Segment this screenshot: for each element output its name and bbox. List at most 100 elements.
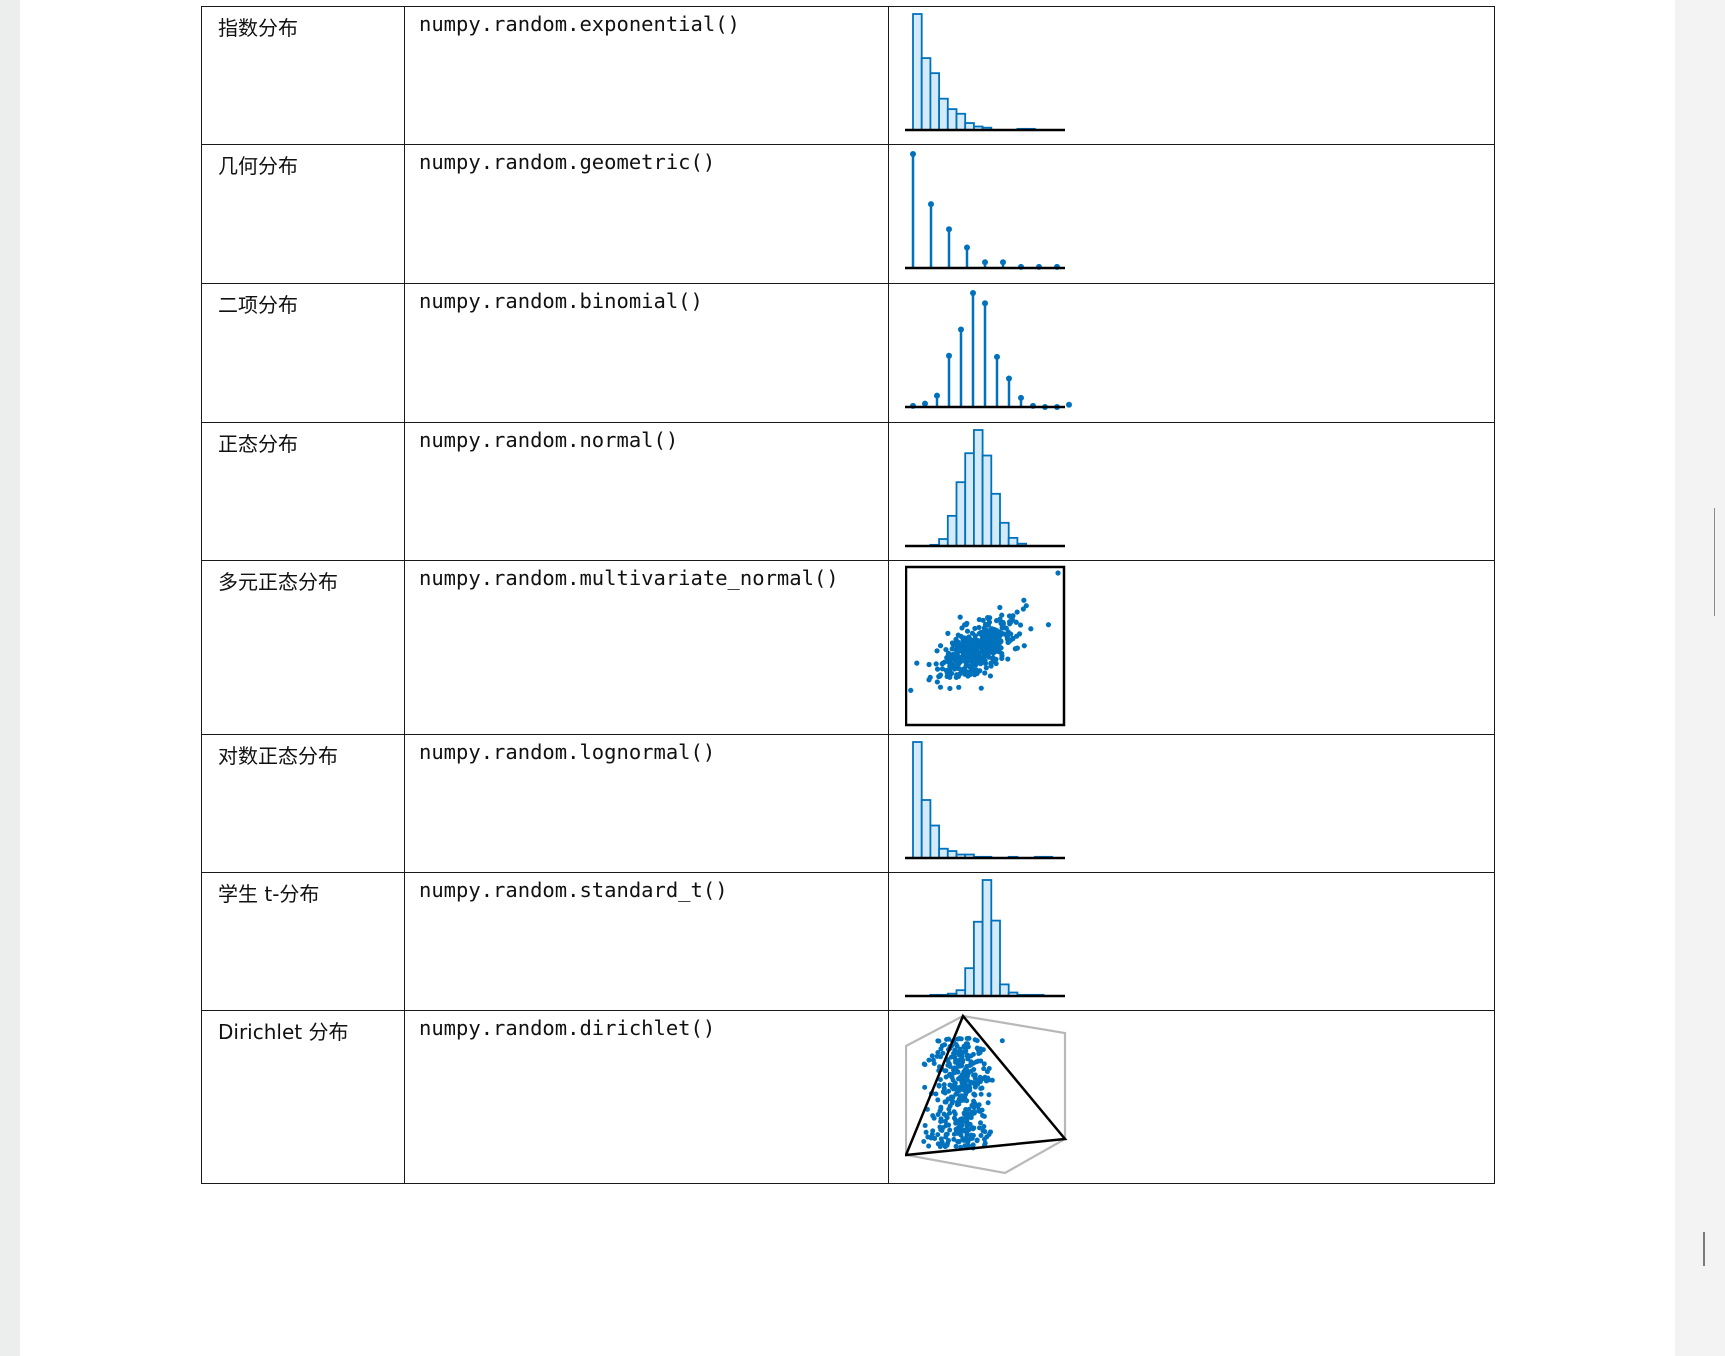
stem-point [982,259,988,266]
distribution-plot-simplex [905,1013,1068,1175]
simplex-point [921,1139,927,1145]
stem-point [934,392,940,399]
simplex-point [952,1080,958,1086]
simplex-point [922,1122,928,1128]
stem-point [922,400,928,407]
plot-cell [888,872,1495,1011]
vertical-scrollbar[interactable] [1675,0,1725,1356]
simplex-point [965,1139,971,1145]
scatter-point [1023,603,1029,609]
distribution-name: 多元正态分布 [218,570,338,594]
scatter-point [947,663,953,669]
distribution-name: Dirichlet 分布 [218,1020,349,1044]
simplex-point [988,1129,994,1135]
scatter-point [1055,570,1061,576]
simplex-point [976,1050,982,1056]
simplex-point [931,1060,937,1066]
scrollbar-thumb[interactable] [1703,1232,1705,1266]
simplex-point [978,1046,984,1052]
histogram-bar [912,741,923,859]
simplex-point [941,1082,947,1088]
plot-frame [905,565,1066,727]
simplex-point [976,1107,982,1113]
histogram-bar [964,452,975,547]
simplex-point [954,1069,960,1075]
simplex-point [951,1136,957,1142]
simplex-point [962,1143,968,1149]
simplex-point [955,1126,961,1132]
simplex-point [970,1142,976,1148]
plot-cell [888,734,1495,873]
simplex-point [926,1057,932,1063]
histogram-bar [955,481,967,547]
simplex-point [978,1058,984,1064]
simplex-point [951,1050,957,1056]
table-row: 几何分布 numpy.random.geometric() [201,144,1495,284]
scatter-point [990,657,996,663]
scatter-point [908,687,914,693]
distribution-name: 指数分布 [218,16,298,40]
scatter-point [1017,622,1024,628]
histogram-bar [981,454,993,547]
scatter-point [1028,626,1034,632]
table-row: 多元正态分布 numpy.random.multivariate_normal() [201,560,1495,735]
simplex-point [938,1118,944,1124]
distribution-name: 对数正态分布 [218,744,338,768]
simplex-point [945,1062,951,1068]
stem-point [946,226,952,233]
simplex-point [947,1071,953,1077]
simplex-point [959,1128,965,1134]
scatter-point [972,625,978,632]
simplex-point [965,1088,971,1094]
stem-point [970,290,976,296]
simplex-point [977,1125,983,1131]
scatter-point [980,617,986,623]
simplex-point [972,1075,978,1081]
scatter-point [995,641,1002,648]
simplex-point [947,1103,953,1109]
scatter-point [988,663,994,669]
function-name: numpy.random.standard_t() [419,878,728,902]
plot-cell [888,422,1495,561]
histogram-bar [990,919,1001,997]
scatter-point [954,653,960,659]
distribution-plot-stem [905,290,1072,410]
distribution-plot-scatter [905,565,1066,727]
histogram-bar [938,97,949,131]
function-cell: numpy.random.normal() [404,422,889,561]
scatter-point [978,685,984,691]
scatter-point [982,630,988,637]
stem-point [982,300,988,307]
distribution-name: 几何分布 [218,154,298,178]
stem-point [1018,394,1024,401]
simplex-point [947,1082,953,1088]
scatter-point [1007,621,1013,627]
plot-cell [888,144,1495,284]
histogram-bar [912,13,923,131]
distribution-name: 二项分布 [218,293,298,317]
function-name: numpy.random.lognormal() [419,740,716,764]
simplex-point [968,1115,974,1121]
simplex-point [959,1123,965,1129]
simplex-point [980,1128,986,1134]
scatter-point [948,670,955,677]
simplex-point [953,1041,959,1047]
scatter-point [987,673,994,679]
simplex-point [981,1066,987,1072]
scatter-point [971,672,978,678]
simplex-point [950,1098,956,1104]
table-row: 学生 t-分布 numpy.random.standard_t() [201,872,1495,1011]
simplex-point [946,1122,952,1128]
simplex-point [951,1115,957,1121]
stem-point [958,326,964,333]
function-name: numpy.random.exponential() [419,12,740,36]
scatter-point [999,650,1005,657]
scatter-point [934,679,940,685]
scatter-point [939,661,945,667]
scatter-point [934,648,940,654]
simplex-point [955,1119,961,1125]
simplex-point [961,1076,967,1082]
simplex-point [923,1129,929,1135]
stem-point [964,244,970,251]
scatter-point [937,672,944,678]
